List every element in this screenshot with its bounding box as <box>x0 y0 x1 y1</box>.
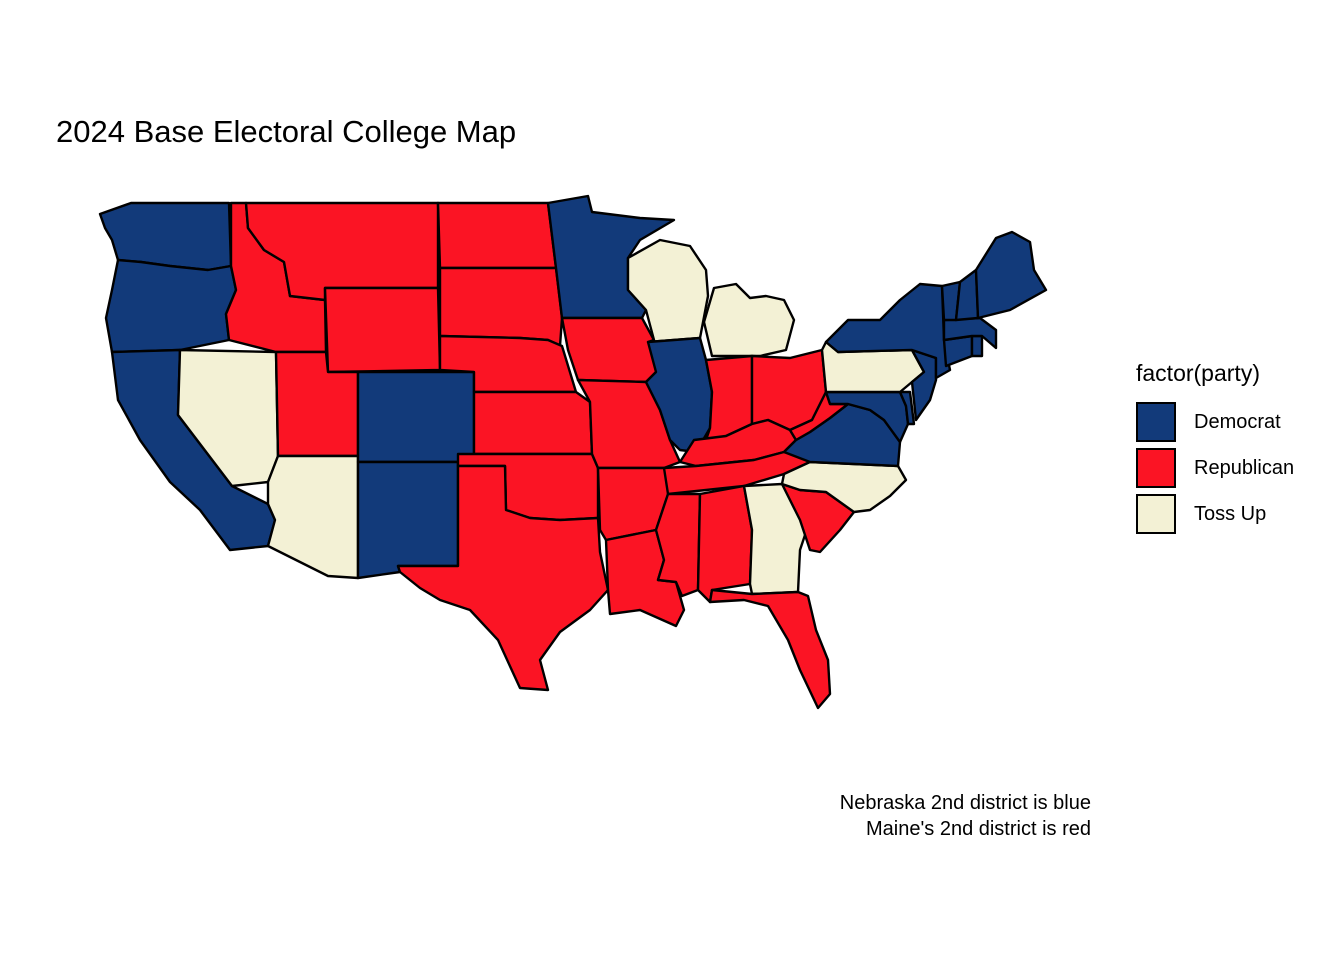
state-oregon <box>104 258 238 354</box>
state-new-mexico <box>356 460 460 580</box>
legend-label-toss-up: Toss Up <box>1194 502 1267 525</box>
state-iowa <box>560 316 666 384</box>
state-new-hampshire <box>954 268 980 322</box>
legend-swatch-republican <box>1136 448 1176 488</box>
state-montana <box>244 201 440 302</box>
state-colorado <box>356 370 476 464</box>
state-arizona <box>266 454 360 580</box>
legend-swatch-democrat <box>1136 402 1176 442</box>
state-wyoming <box>323 286 442 374</box>
legend-title: factor(party) <box>1136 360 1260 386</box>
state-north-dakota <box>436 201 558 270</box>
legend-item-toss-up: Toss Up <box>1136 491 1294 537</box>
state-massachusetts <box>942 316 998 350</box>
map-caption: Nebraska 2nd district is blue Maine's 2n… <box>700 790 1091 842</box>
state-michigan <box>702 282 796 358</box>
map-title: 2024 Base Electoral College Map <box>56 114 517 149</box>
state-rhode-island <box>970 334 984 358</box>
caption-line-1: Nebraska 2nd district is blue <box>839 792 1091 814</box>
state-mississippi <box>654 492 702 598</box>
state-florida <box>708 588 832 710</box>
state-maine <box>974 230 1048 320</box>
legend: factor(party) Democrat Republican Toss U… <box>1136 360 1294 537</box>
legend-label-republican: Republican <box>1194 456 1295 479</box>
state-alabama <box>696 484 754 604</box>
legend-swatch-toss-up <box>1136 494 1176 534</box>
state-texas <box>396 464 610 692</box>
legend-label-democrat: Democrat <box>1194 410 1281 433</box>
state-north-carolina <box>780 460 908 514</box>
legend-item-democrat: Democrat <box>1136 399 1294 445</box>
caption-line-2: Maine's 2nd district is red <box>865 818 1091 840</box>
state-delaware <box>898 390 916 426</box>
state-south-dakota <box>438 266 564 348</box>
state-kansas <box>472 390 594 456</box>
legend-item-republican: Republican <box>1136 445 1294 491</box>
